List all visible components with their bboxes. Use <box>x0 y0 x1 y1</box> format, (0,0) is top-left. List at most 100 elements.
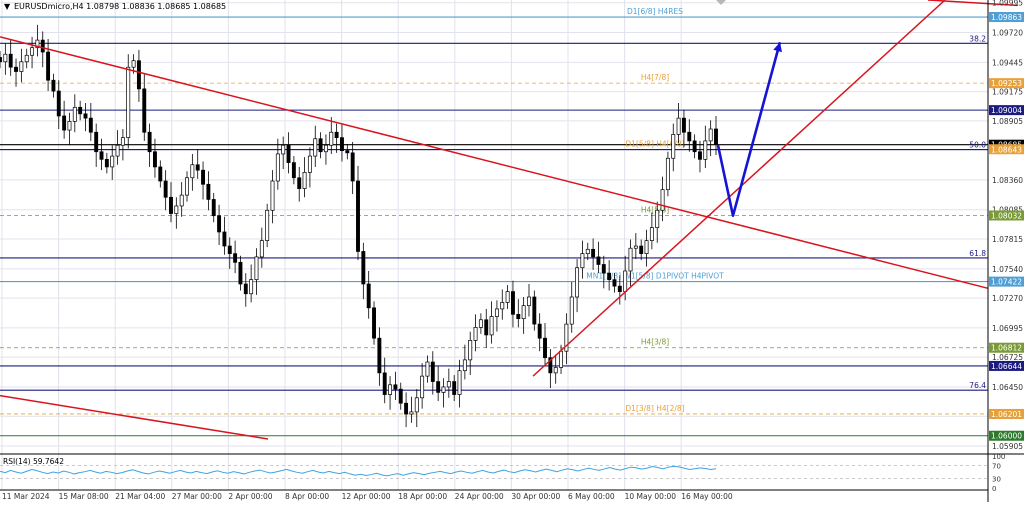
price-axis[interactable]: 1.09995 1.09720 1.09445 1.09175 1.08905 1.086… <box>987 0 1024 502</box>
price-tick-label: 1.06995 <box>992 324 1023 333</box>
candle-body <box>494 308 499 317</box>
candle-body <box>516 313 521 320</box>
candle-body <box>286 144 291 163</box>
time-tick-label: 2 Apr 00:00 <box>228 492 272 501</box>
candle-body <box>275 153 280 182</box>
candle-body <box>361 251 366 285</box>
price-tag-label: 1.06000 <box>991 432 1022 441</box>
level-label: MN1[3/8] W1[5/8] D1PIVOT H4PIVOT <box>586 272 724 281</box>
candle-body <box>136 60 141 90</box>
rsi-subwindow: RSI(14) 59.7642 100 70 30 0 <box>0 453 1024 493</box>
time-tick-label: 27 Mar 00:00 <box>172 492 222 501</box>
candle-body <box>104 158 109 168</box>
level-label: D1[5/8] H4[6/8] <box>625 139 684 148</box>
candle-body <box>270 180 275 211</box>
candle-body <box>233 253 238 263</box>
candle-body <box>297 177 302 189</box>
level-label: H4[7/8] <box>641 73 669 82</box>
candle-body <box>334 131 339 139</box>
candle-body <box>377 337 382 374</box>
candle-body <box>714 128 718 145</box>
candle-body <box>88 117 93 133</box>
candle-body <box>388 384 393 395</box>
candle-body <box>222 231 227 247</box>
price-tag-label: 1.06644 <box>991 362 1022 371</box>
candle-body <box>521 305 526 320</box>
price-tick-label: 1.07815 <box>992 235 1023 244</box>
rsi-tick-label: 100 <box>992 453 1005 461</box>
candle-body <box>473 326 478 341</box>
candle-body <box>313 138 318 157</box>
candle-body <box>40 39 45 53</box>
time-tick-label: 10 May 00:00 <box>625 492 677 501</box>
time-tick-label: 16 May 00:00 <box>681 492 733 501</box>
price-tick-label: 1.07270 <box>992 294 1023 303</box>
candle-body <box>110 155 115 168</box>
price-tick-label: 1.09445 <box>992 58 1023 67</box>
candle-body <box>436 381 441 393</box>
candle-body <box>323 144 328 153</box>
price-tag <box>989 276 1024 287</box>
price-tick-label: 1.09995 <box>992 0 1023 8</box>
candle-body <box>78 106 83 115</box>
candle-body <box>633 245 638 249</box>
candle-body <box>0 57 2 63</box>
candle-body <box>671 134 676 159</box>
time-tick-label: 6 May 00:00 <box>568 492 615 501</box>
price-tick-label: 1.05905 <box>992 442 1023 451</box>
candle-body <box>158 166 163 182</box>
candle-body <box>698 151 702 160</box>
price-tag-label: 1.09004 <box>991 106 1022 115</box>
candle-body <box>254 256 259 281</box>
candle-body <box>356 180 360 252</box>
candle-body <box>425 361 430 377</box>
candle-body <box>430 361 435 382</box>
trendline-rising-support <box>532 0 946 377</box>
candle-body <box>612 279 617 287</box>
price-tag <box>989 408 1024 419</box>
candle-body <box>468 340 473 361</box>
time-tick-label: 18 Apr 00:00 <box>398 492 447 501</box>
price-tag-label: 1.08643 <box>991 145 1022 154</box>
candle-body <box>30 47 35 56</box>
candle-body <box>142 88 147 133</box>
time-tick-label: 8 Apr 00:00 <box>285 492 329 501</box>
candle-body <box>580 253 585 269</box>
candle-body <box>537 323 542 339</box>
trendline-top-descending <box>927 0 1019 7</box>
price-tick-label: 1.08905 <box>992 117 1023 126</box>
candle-body <box>217 215 222 233</box>
candle-body <box>559 350 563 368</box>
price-tick-label: 1.07540 <box>992 265 1023 274</box>
time-tick-label: 21 Mar 04:00 <box>115 492 165 501</box>
header-arrow-icon[interactable]: ▼ <box>4 2 11 11</box>
price-tag-label: 1.08032 <box>991 211 1022 220</box>
candle-body <box>639 245 644 254</box>
candle-body <box>94 131 99 153</box>
candle-body <box>72 106 77 122</box>
candle-body <box>500 302 505 310</box>
candle-body <box>281 144 286 155</box>
time-tick-label: 11 Mar 2024 <box>2 492 50 501</box>
price-tick-label: 1.06725 <box>992 353 1023 362</box>
candle-body <box>211 199 216 217</box>
candle-body <box>131 60 136 68</box>
candle-body <box>318 138 323 153</box>
grid <box>0 0 988 490</box>
candle-body <box>307 155 312 173</box>
candle-body <box>382 372 387 395</box>
symbol-info: EURUSDmicro,H4 1.08798 1.08836 1.08685 1… <box>14 2 226 11</box>
candle-body <box>174 205 179 214</box>
candle-body <box>409 411 414 415</box>
candle-body <box>51 79 56 92</box>
candle-body <box>617 285 622 292</box>
candle-body <box>206 183 211 200</box>
time-axis[interactable]: 11 Mar 2024 15 Mar 08:00 21 Mar 04:00 27 Ma… <box>0 489 988 501</box>
price-tick-label: 1.08085 <box>992 206 1023 215</box>
candle-body <box>163 180 168 198</box>
candle-body <box>120 137 125 146</box>
candle-body <box>692 140 697 153</box>
scroll-marker-icon[interactable] <box>716 0 726 5</box>
